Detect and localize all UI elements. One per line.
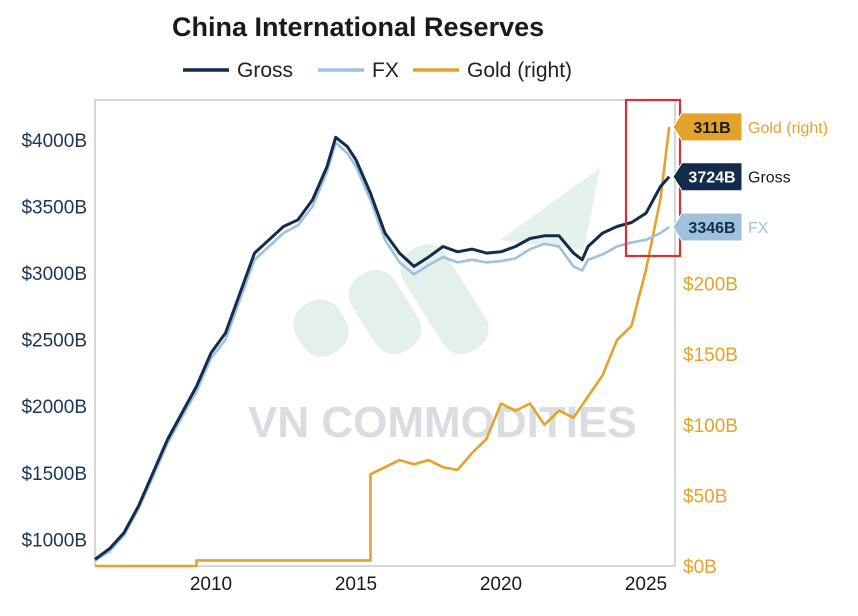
plot-frame: [94, 99, 676, 567]
watermark-logo-icon: [293, 168, 600, 357]
y-right-tick-label: $0B: [683, 557, 717, 578]
y-left-tick-label: $1500B: [21, 464, 87, 485]
legend-label-fx: FX: [372, 59, 399, 82]
y-axis-left: $1000B $1500B $2000B $2500B $3000B $3500B $400…: [21, 131, 87, 551]
y-left-tick-label: $2500B: [21, 331, 87, 352]
y-right-tick-label: $50B: [683, 486, 727, 507]
y-left-tick-label: $3000B: [21, 264, 87, 285]
x-axis: 2010 2015 2020 2025: [190, 574, 667, 595]
end-tag-box: [672, 212, 743, 242]
y-left-tick-label: $4000B: [21, 131, 87, 152]
end-tag-name: Gross: [748, 170, 791, 187]
end-tag-fx: 3346B FX: [672, 212, 769, 242]
x-tick-label: 2020: [480, 574, 522, 595]
end-tag-box: [672, 112, 743, 142]
y-right-tick-label: $150B: [683, 345, 738, 366]
legend-label-gold-right: Gold (right): [467, 59, 572, 82]
legend: Gross FX Gold (right): [183, 59, 572, 82]
x-tick-label: 2010: [190, 574, 232, 595]
x-tick-label: 2015: [335, 574, 377, 595]
end-tag-gross: 3724B Gross: [672, 162, 791, 192]
watermark: VN COMMODITIES: [248, 168, 637, 447]
x-tick-label: 2025: [625, 574, 667, 595]
y-right-tick-label: $200B: [683, 275, 738, 296]
end-tag-name: FX: [748, 220, 769, 237]
series-lines: [94, 126, 671, 568]
end-tag-value: 3724B: [688, 170, 735, 187]
series-line-gold-right: [95, 126, 671, 568]
series-line-gross: [94, 135, 671, 561]
series-line-fx: [94, 141, 670, 562]
end-tag-value: 311B: [693, 120, 730, 137]
y-axis-right: $0B $50B $100B $150B $200B: [683, 275, 738, 578]
y-right-tick-label: $100B: [683, 416, 738, 437]
end-tag-value: 3346B: [688, 220, 735, 237]
end-tags: 311B Gold (right) 3724B Gross 3346B FX: [672, 112, 828, 242]
legend-label-gross: Gross: [237, 59, 293, 82]
y-left-tick-label: $2000B: [21, 397, 87, 418]
y-left-tick-label: $3500B: [21, 198, 87, 219]
end-tag-gold-right: 311B Gold (right): [672, 112, 828, 142]
end-tag-name: Gold (right): [748, 120, 828, 137]
chart-title: China International Reserves: [172, 12, 544, 42]
end-tag-box: [672, 162, 743, 192]
y-left-tick-label: $1000B: [21, 530, 87, 551]
watermark-text: VN COMMODITIES: [248, 398, 637, 447]
